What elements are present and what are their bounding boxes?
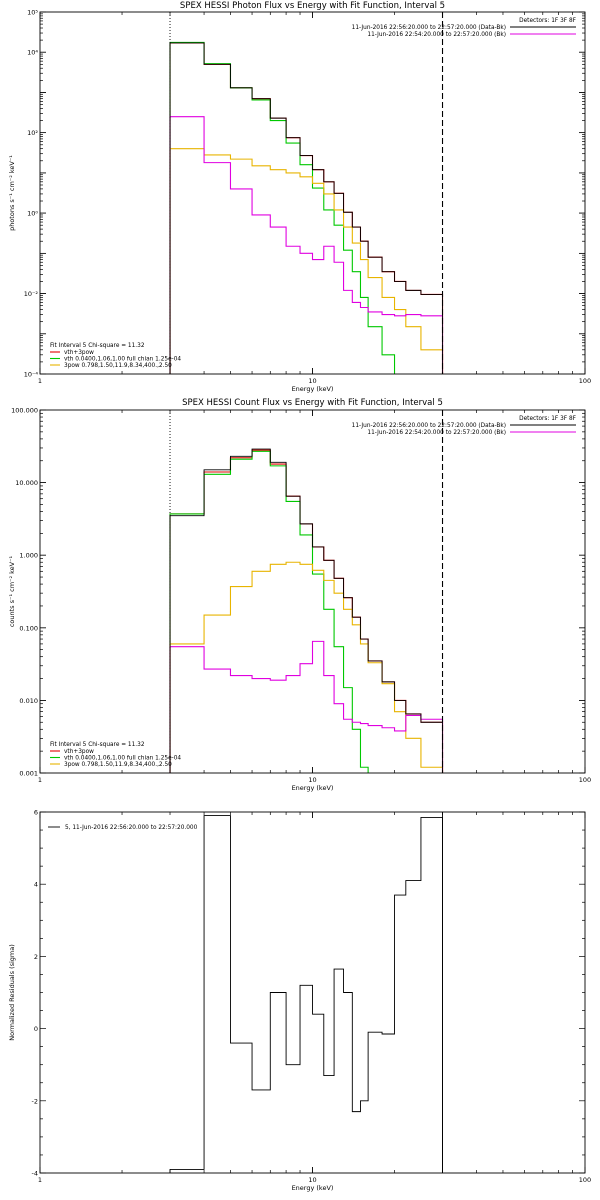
x-axis-label: Energy (keV)	[292, 385, 334, 393]
series-group	[169, 41, 444, 374]
legend-label: vth+3pow	[64, 749, 94, 755]
series-power_law	[169, 561, 444, 773]
y-tick-label: 0.100	[19, 624, 38, 632]
x-tick-label: 100	[579, 377, 591, 385]
detectors-label: Detectors: 1F 3F 8F	[519, 18, 576, 24]
y-tick-label: 10⁵	[27, 9, 38, 17]
series-total	[169, 42, 444, 374]
time-range-label: 11-Jun-2016 22:56:20.000 to 22:57:20.000…	[352, 25, 506, 31]
legend-label: 3pow 0.798,1.50,11.9,8.34,400.,2.50	[64, 762, 172, 768]
series-background	[169, 116, 444, 374]
fit-info: Fit Interval 5 Chi-square = 11.32	[50, 742, 145, 748]
y-tick-label: 0.010	[19, 697, 38, 705]
x-axis-ticks	[39, 12, 586, 374]
legend-label: 5, 11-Jun-2016 22:56:20.000 to 22:57:20.…	[65, 825, 198, 831]
y-tick-label: 4	[34, 881, 38, 889]
x-axis-ticks	[39, 410, 586, 773]
time-range-label: 11-Jun-2016 22:56:20.000 to 22:57:20.000…	[352, 423, 506, 429]
y-tick-label: 10.000	[15, 479, 38, 487]
series-power_law	[169, 148, 444, 374]
x-axis-label: Energy (keV)	[292, 1184, 334, 1192]
series-total	[169, 449, 444, 773]
y-tick-label: 10⁻²	[24, 290, 39, 298]
x-tick-label: 10	[308, 1176, 316, 1184]
series-thermal	[169, 450, 369, 773]
x-tick-label: 1	[38, 776, 42, 784]
y-axis-label: Normalized Residuals (sigma)	[8, 944, 16, 1041]
time-range-label: 11-Jun-2016 22:54:20.000 to 22:57:20.000…	[367, 430, 506, 436]
time-range-label: 11-Jun-2016 22:54:20.000 to 22:57:20.000…	[367, 32, 506, 38]
y-tick-label: 10⁻⁴	[24, 371, 39, 379]
fit-legend: Fit Interval 5 Chi-square = 11.32vth+3po…	[50, 343, 181, 369]
header-legend: Detectors: 1F 3F 8F 11-Jun-2016 22:56:20.…	[352, 18, 576, 38]
series-data	[169, 448, 443, 773]
x-tick-label: 10	[308, 377, 316, 385]
y-tick-label: 0	[34, 1025, 38, 1033]
y-axis-ticks	[40, 409, 585, 774]
x-tick-label: 1	[38, 377, 42, 385]
series-thermal	[169, 41, 396, 374]
plot-frame	[39, 811, 586, 1174]
x-tick-label: 100	[579, 1176, 591, 1184]
series-data	[169, 42, 443, 374]
y-tick-label: 0.001	[19, 770, 38, 778]
chart-title: SPEX HESSI Photon Flux vs Energy with Fi…	[180, 1, 445, 11]
legend-label: vth+3pow	[64, 350, 94, 356]
plot-frame	[39, 409, 586, 774]
y-tick-label: 2	[34, 953, 38, 961]
y-tick-label: 100.000	[11, 407, 38, 415]
header-legend: Detectors: 1F 3F 8F 11-Jun-2016 22:56:20.…	[352, 416, 576, 436]
legend-label: 3pow 0.798,1.50,11.9,8.34,400.,2.50	[64, 363, 172, 369]
chart-residuals: 1 10 100 -4 -2 0 2 4 6 Energy (keV) Normalized Res…	[8, 809, 591, 1193]
series-background	[169, 640, 444, 773]
chart-photon: SPEX HESSI Photon Flux vs Energy with Fi…	[8, 1, 591, 393]
legend-label: vth 0.0400,1.06,1.00 full chian 1.25e-04	[64, 756, 181, 762]
series-group	[169, 448, 444, 773]
x-tick-label: 10	[308, 776, 316, 784]
y-tick-label: 6	[34, 809, 38, 817]
chart-count: SPEX HESSI Count Flux vs Energy with Fit…	[8, 398, 591, 792]
chart-title: SPEX HESSI Count Flux vs Energy with Fit…	[182, 398, 443, 408]
fit-legend: Fit Interval 5 Chi-square = 11.32vth+3po…	[50, 742, 181, 768]
detectors-label: Detectors: 1F 3F 8F	[519, 416, 576, 422]
legend-label: vth 0.0400,1.06,1.00 full chian 1.25e-04	[64, 357, 181, 363]
series-group	[169, 815, 443, 1173]
y-tick-label: 10⁴	[27, 49, 38, 57]
series-data	[169, 815, 443, 1173]
y-tick-label: 1.000	[19, 552, 38, 560]
y-tick-label: 10⁰	[27, 210, 38, 218]
residual-legend: 5, 11-Jun-2016 22:56:20.000 to 22:57:20.…	[48, 825, 198, 831]
y-axis-label: photons s⁻¹ cm⁻² keV⁻¹	[8, 155, 16, 231]
y-tick-label: -4	[32, 1170, 38, 1178]
fit-info: Fit Interval 5 Chi-square = 11.32	[50, 343, 145, 349]
y-tick-label: -2	[32, 1097, 38, 1105]
y-axis-ticks	[40, 11, 585, 375]
plot-frame	[39, 11, 586, 375]
y-tick-label: 10²	[27, 129, 38, 137]
x-axis-label: Energy (keV)	[292, 784, 334, 792]
x-tick-label: 100	[579, 776, 591, 784]
y-axis-label: counts s⁻¹ cm⁻² keV⁻¹	[8, 555, 16, 627]
x-tick-label: 1	[38, 1176, 42, 1184]
